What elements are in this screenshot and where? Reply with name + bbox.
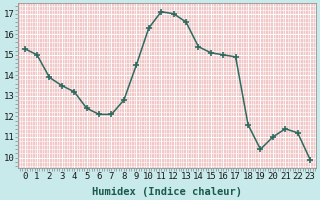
X-axis label: Humidex (Indice chaleur): Humidex (Indice chaleur) xyxy=(92,186,242,197)
